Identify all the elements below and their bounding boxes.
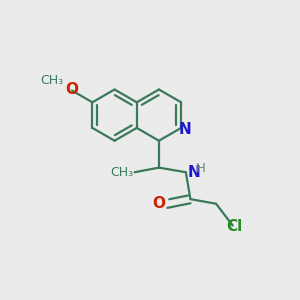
Text: N: N (178, 122, 191, 137)
Text: H: H (196, 162, 206, 175)
Text: O: O (152, 196, 165, 211)
Text: Cl: Cl (226, 219, 242, 234)
Text: CH₃: CH₃ (41, 74, 64, 86)
Text: O: O (65, 82, 79, 97)
Text: CH₃: CH₃ (110, 166, 133, 179)
Text: N: N (187, 165, 200, 180)
